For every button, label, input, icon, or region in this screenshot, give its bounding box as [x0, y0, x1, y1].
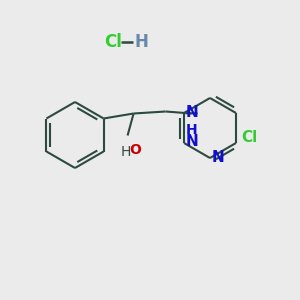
- Text: N: N: [185, 105, 198, 120]
- Text: N: N: [212, 149, 225, 164]
- Text: Cl: Cl: [241, 130, 257, 146]
- Text: H: H: [186, 124, 197, 137]
- Text: O: O: [130, 143, 142, 158]
- Text: H: H: [120, 146, 131, 160]
- Text: H: H: [134, 33, 148, 51]
- Text: N: N: [186, 134, 199, 149]
- Text: Cl: Cl: [104, 33, 122, 51]
